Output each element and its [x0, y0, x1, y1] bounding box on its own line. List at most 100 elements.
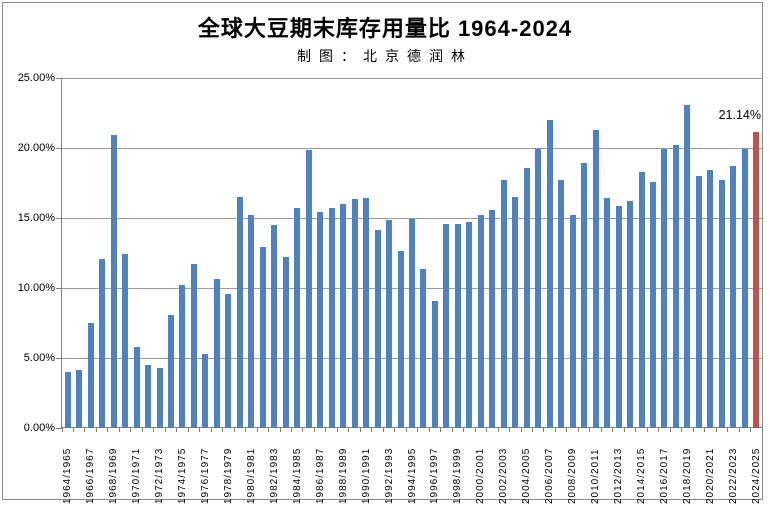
x-axis-tick	[715, 428, 717, 432]
bar	[615, 206, 622, 428]
x-tick-label: 1988/1989	[337, 447, 349, 504]
x-axis-tick	[291, 428, 292, 432]
x-axis-tick	[141, 428, 143, 432]
x-tick-label: 1998/1999	[452, 447, 464, 504]
bar	[695, 176, 702, 428]
y-tick-label: 20.00%	[17, 142, 55, 154]
x-tick-label: 2002/2003	[498, 447, 510, 504]
bar	[558, 180, 565, 428]
bar-highlight	[753, 132, 760, 428]
x-axis-tick	[279, 428, 281, 432]
bar	[431, 301, 438, 428]
x-axis-tick	[107, 428, 109, 432]
bar	[133, 346, 140, 428]
x-axis-tick	[72, 428, 74, 432]
x-axis-tick	[554, 428, 556, 432]
x-axis-tick	[635, 428, 637, 432]
x-tick-label: 1996/1997	[429, 447, 441, 504]
x-axis-tick	[589, 428, 591, 432]
bar	[236, 197, 243, 428]
x-axis-tick	[199, 428, 201, 432]
x-tick-label: 2022/2023	[727, 447, 739, 504]
x-tick-label: 2012/2013	[613, 447, 625, 504]
x-axis-tick	[256, 428, 258, 432]
x-axis-tick	[348, 428, 350, 432]
bar	[730, 165, 737, 428]
x-axis-tick	[692, 428, 694, 432]
x-tick-label: 1972/1973	[154, 447, 166, 504]
x-axis-tick	[164, 428, 166, 432]
bar	[546, 120, 553, 428]
x-tick-label: 1968/1969	[108, 447, 120, 504]
bar	[649, 181, 656, 428]
chart-title: 全球大豆期末库存用量比 1964-2024	[197, 16, 573, 41]
bar	[225, 293, 232, 428]
bar	[305, 150, 312, 428]
x-axis-tick	[405, 428, 407, 432]
x-axis-tick	[509, 428, 511, 432]
bar	[145, 365, 152, 428]
bar	[87, 323, 94, 428]
y-axis-tick	[56, 288, 62, 289]
bar	[523, 168, 530, 428]
bar	[351, 199, 358, 428]
y-axis-tick	[56, 148, 62, 149]
y-tick-label: 10.00%	[17, 282, 55, 294]
bar	[512, 197, 519, 428]
bar	[76, 369, 83, 428]
x-tick-label: 2008/2009	[567, 447, 579, 504]
x-axis-tick	[486, 428, 488, 432]
x-axis-tick	[612, 428, 614, 432]
bar	[340, 204, 347, 428]
x-tick-label: 2024/2025	[750, 447, 762, 504]
x-axis-tick	[451, 428, 453, 432]
bar	[684, 105, 691, 428]
bar	[477, 215, 484, 428]
x-axis-tick	[187, 428, 189, 432]
x-tick-label: 1970/1971	[131, 447, 143, 504]
bar	[638, 171, 645, 428]
bar	[271, 225, 278, 428]
x-tick-label: 1986/1987	[314, 447, 326, 504]
bar	[122, 253, 129, 428]
y-tick-label: 25.00%	[17, 72, 55, 84]
x-axis-tick	[750, 428, 752, 432]
x-axis-tick	[313, 428, 315, 432]
y-axis-tick	[56, 218, 62, 219]
bar	[282, 256, 289, 428]
x-axis-tick	[325, 428, 327, 432]
x-tick-label: 1978/1979	[222, 447, 234, 504]
y-tick-label: 5.00%	[23, 352, 55, 364]
x-axis-tick	[727, 428, 729, 432]
x-axis-tick	[566, 428, 568, 432]
x-axis-tick	[61, 428, 63, 432]
x-axis-tick	[474, 428, 476, 432]
x-tick-label: 2020/2021	[704, 447, 716, 504]
y-axis-tick	[56, 358, 62, 359]
x-axis-tick	[268, 428, 270, 432]
x-axis-tick	[600, 428, 602, 432]
x-tick-label: 2010/2011	[590, 448, 602, 504]
x-tick-label: 1982/1983	[268, 447, 280, 504]
x-tick-label: 1966/1967	[85, 447, 97, 504]
x-axis-tick	[130, 428, 132, 432]
x-axis-tick	[658, 428, 660, 432]
x-axis-tick	[463, 428, 465, 432]
gridline	[62, 78, 762, 79]
bar	[420, 269, 427, 428]
x-tick-label: 1994/1995	[406, 447, 418, 504]
bar	[99, 258, 106, 428]
bar	[592, 129, 599, 428]
x-axis-tick	[543, 428, 545, 432]
x-axis-tick	[497, 428, 499, 432]
bar	[328, 207, 335, 428]
x-axis-tick	[222, 428, 224, 432]
x-tick-label: 1984/1985	[291, 447, 303, 504]
x-axis-tick	[382, 428, 384, 432]
x-tick-label: 2000/2001	[475, 447, 487, 504]
bar	[64, 372, 71, 428]
x-axis-tick	[704, 428, 706, 432]
x-axis-tick	[118, 428, 120, 432]
bar	[569, 215, 576, 428]
bar	[409, 218, 415, 428]
